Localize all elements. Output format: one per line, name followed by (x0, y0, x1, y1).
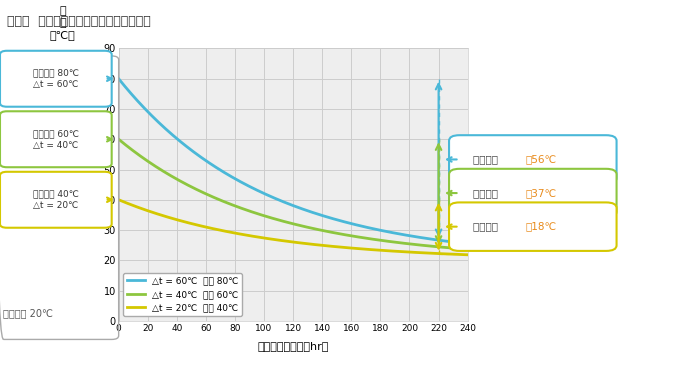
Text: 図－２  蓄熱温度の違いと水温の経時変化: 図－２ 蓄熱温度の違いと水温の経時変化 (7, 15, 151, 28)
Text: 温度降下: 温度降下 (473, 188, 502, 198)
Text: 温度降下: 温度降下 (473, 154, 502, 164)
Text: 初期水温 80℃
△t = 60℃: 初期水温 80℃ △t = 60℃ (33, 68, 79, 89)
Text: 周辺温度 20℃: 周辺温度 20℃ (3, 308, 53, 318)
Legend: △t = 60℃  水温 80℃, △t = 40℃  水温 60℃, △t = 20℃  水温 40℃: △t = 60℃ 水温 80℃, △t = 40℃ 水温 60℃, △t = 2… (123, 273, 242, 316)
Text: 初期水温 60℃
△t = 40℃: 初期水温 60℃ △t = 40℃ (33, 129, 79, 150)
Text: 約37℃: 約37℃ (526, 188, 557, 198)
Text: 水
温
（℃）: 水 温 （℃） (50, 6, 75, 40)
Text: 温度降下: 温度降下 (473, 222, 502, 232)
X-axis label: 経　過　時　間（hr）: 経 過 時 間（hr） (258, 341, 329, 351)
Text: 約18℃: 約18℃ (526, 222, 557, 232)
Text: 初期水温 40℃
△t = 20℃: 初期水温 40℃ △t = 20℃ (33, 189, 79, 210)
Text: 約56℃: 約56℃ (526, 154, 557, 164)
